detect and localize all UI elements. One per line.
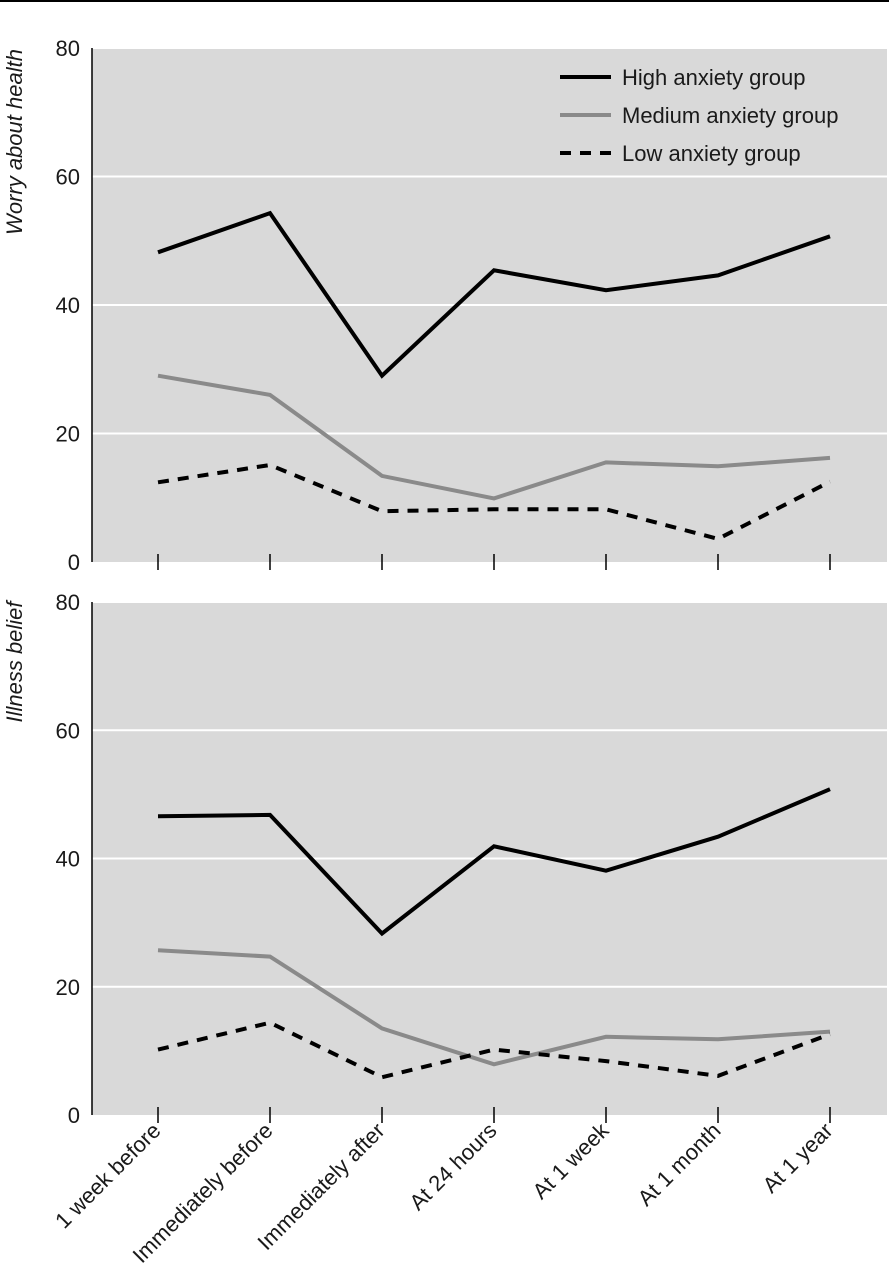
data-point-high-anxiety-group-1 — [268, 813, 272, 817]
series-line-high-anxiety-group — [157, 210, 831, 379]
series-line-low-anxiety-group — [157, 1020, 831, 1080]
y-tick-label-80: 80 — [56, 36, 80, 61]
data-point-low-anxiety-group-2 — [380, 509, 384, 513]
y-tick-label-60: 60 — [56, 165, 80, 190]
x-category-label-at-24-hours: At 24 hours — [404, 1118, 501, 1215]
data-point-high-anxiety-group-2 — [380, 932, 384, 936]
data-point-medium-anxiety-group-2 — [380, 1026, 384, 1030]
data-point-medium-anxiety-group-0 — [156, 948, 160, 952]
data-point-high-anxiety-group-6 — [828, 234, 832, 238]
y-tick-label-20: 20 — [56, 975, 80, 1000]
data-point-medium-anxiety-group-5 — [716, 464, 720, 468]
data-point-low-anxiety-group-1 — [268, 463, 272, 467]
series-line-high-anxiety-group — [157, 787, 831, 937]
data-point-medium-anxiety-group-4 — [604, 460, 608, 464]
data-point-low-anxiety-group-2 — [380, 1075, 384, 1079]
legend-label-high-anxiety-group: High anxiety group — [622, 65, 805, 90]
data-point-high-anxiety-group-4 — [604, 288, 608, 292]
data-point-low-anxiety-group-0 — [156, 1048, 160, 1052]
data-point-low-anxiety-group-5 — [716, 537, 720, 541]
y-tick-label-20: 20 — [56, 422, 80, 447]
x-category-label-at-1-year: At 1 year — [758, 1118, 838, 1198]
y-axis-label: Worry about health — [2, 49, 27, 235]
data-point-medium-anxiety-group-3 — [492, 1062, 496, 1066]
series-line-medium-anxiety-group — [157, 948, 831, 1067]
data-point-low-anxiety-group-4 — [604, 1059, 608, 1063]
data-point-medium-anxiety-group-4 — [604, 1035, 608, 1039]
data-point-high-anxiety-group-3 — [492, 268, 496, 272]
data-point-medium-anxiety-group-1 — [268, 955, 272, 959]
data-point-low-anxiety-group-3 — [492, 1048, 496, 1052]
legend: High anxiety group Medium anxiety group Lo… — [560, 65, 838, 166]
data-point-high-anxiety-group-3 — [492, 844, 496, 848]
chart-panel-illness-belief: 0 20 40 60 80 Illness belief — [2, 590, 887, 1128]
series-line-low-anxiety-group — [157, 462, 831, 542]
data-point-high-anxiety-group-5 — [716, 273, 720, 277]
y-tick-label-40: 40 — [56, 293, 80, 318]
data-point-low-anxiety-group-3 — [492, 507, 496, 511]
data-point-medium-anxiety-group-0 — [156, 374, 160, 378]
data-point-high-anxiety-group-4 — [604, 869, 608, 873]
legend-label-medium-anxiety-group: Medium anxiety group — [622, 103, 838, 128]
data-point-high-anxiety-group-0 — [156, 814, 160, 818]
y-axis-label: Illness belief — [2, 599, 27, 723]
x-category-label-at-1-week: At 1 week — [528, 1117, 615, 1204]
y-tick-label-0: 0 — [68, 1103, 80, 1128]
data-point-high-anxiety-group-2 — [380, 374, 384, 378]
data-point-low-anxiety-group-1 — [268, 1021, 272, 1025]
y-tick-label-80: 80 — [56, 590, 80, 615]
legend-label-low-anxiety-group: Low anxiety group — [622, 141, 801, 166]
x-category-label-1-week-before: 1 week before — [50, 1118, 165, 1233]
data-point-low-anxiety-group-0 — [156, 480, 160, 484]
data-point-low-anxiety-group-6 — [828, 1032, 832, 1036]
data-point-low-anxiety-group-5 — [716, 1074, 720, 1078]
chart-panel-worry-about-health: 0 20 40 60 80 Worry about health — [2, 36, 887, 575]
y-tick-label-60: 60 — [56, 718, 80, 743]
data-point-medium-anxiety-group-2 — [380, 474, 384, 478]
data-point-high-anxiety-group-0 — [156, 250, 160, 254]
series-line-medium-anxiety-group — [157, 373, 831, 501]
data-point-low-anxiety-group-4 — [604, 507, 608, 511]
data-point-medium-anxiety-group-1 — [268, 393, 272, 397]
data-point-low-anxiety-group-6 — [828, 480, 832, 484]
y-tick-label-0: 0 — [68, 550, 80, 575]
x-category-label-at-1-month: At 1 month — [633, 1118, 726, 1211]
data-point-high-anxiety-group-6 — [828, 787, 832, 791]
data-point-high-anxiety-group-1 — [268, 211, 272, 215]
y-tick-label-40: 40 — [56, 847, 80, 872]
data-point-medium-anxiety-group-3 — [492, 496, 496, 500]
data-point-high-anxiety-group-5 — [716, 835, 720, 839]
data-point-medium-anxiety-group-6 — [828, 456, 832, 460]
data-point-medium-anxiety-group-5 — [716, 1037, 720, 1041]
